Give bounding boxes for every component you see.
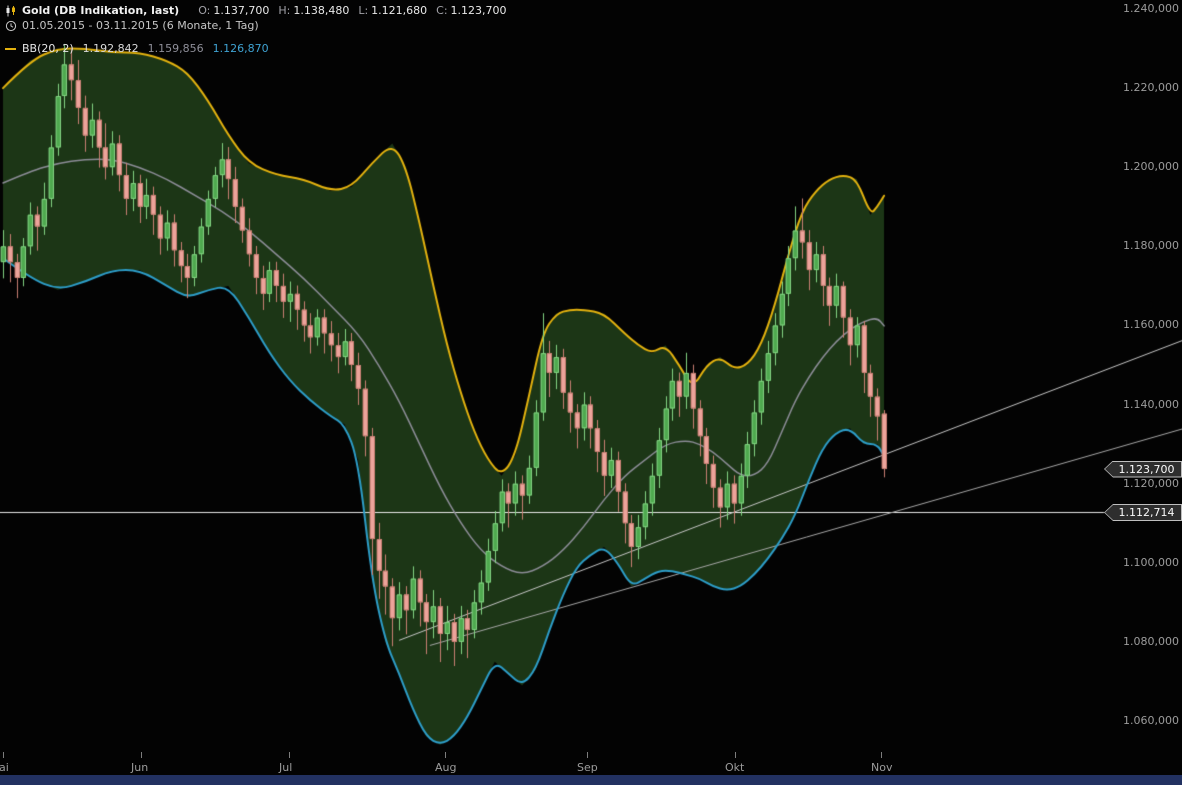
- date-range-row: 01.05.2015 - 03.11.2015 (6 Monate, 1 Tag…: [5, 18, 507, 33]
- candlestick-chart-icon: [5, 5, 19, 17]
- last-price-tag: 1.123,700: [1104, 460, 1182, 478]
- low-value: 1.121,680: [371, 4, 428, 17]
- ohlc-values: O: 1.137,700 H: 1.138,480 L: 1.121,680 C: 1.…: [189, 4, 506, 17]
- y-axis-label: 1.080,000: [1123, 634, 1179, 648]
- y-axis-label: 1.160,000: [1123, 318, 1179, 332]
- bb-color-swatch: [5, 47, 16, 50]
- open-label: O:: [198, 4, 211, 17]
- level-tag-label: 1.112,714: [1105, 504, 1181, 520]
- y-axis-label: 1.120,000: [1123, 476, 1179, 490]
- instrument-title: Gold (DB Indikation, last): [22, 4, 180, 17]
- y-axis-label: 1.180,000: [1123, 239, 1179, 253]
- high-label: H:: [278, 4, 291, 17]
- date-range: 01.05.2015 - 03.11.2015 (6 Monate, 1 Tag…: [22, 19, 259, 32]
- bb-lower-value: 1.126,870: [212, 42, 269, 55]
- bb-indicator-label: BB(20, 2): [22, 42, 74, 55]
- low-label: L:: [358, 4, 369, 17]
- instrument-row: Gold (DB Indikation, last) O: 1.137,700 H…: [5, 3, 507, 18]
- y-axis[interactable]: 1.240,000 1.220,000 1.200,000 1.180,000 1.16…: [1100, 0, 1182, 785]
- y-axis-label: 1.220,000: [1123, 81, 1179, 95]
- open-value: 1.137,700: [213, 4, 270, 17]
- level-tag[interactable]: 1.112,714: [1104, 503, 1182, 521]
- clock-icon: [5, 20, 19, 32]
- time-scrollbar[interactable]: [0, 775, 1182, 785]
- y-axis-label: 1.200,000: [1123, 160, 1179, 174]
- indicator-row[interactable]: BB(20, 2) 1.192,842 1.159,856 1.126,870: [5, 41, 507, 56]
- last-price-tag-label: 1.123,700: [1105, 461, 1181, 477]
- y-axis-label: 1.140,000: [1123, 397, 1179, 411]
- bb-middle-value: 1.159,856: [147, 42, 204, 55]
- close-label: C:: [436, 4, 448, 17]
- close-value: 1.123,700: [450, 4, 507, 17]
- chart-legend: Gold (DB Indikation, last) O: 1.137,700 H…: [5, 3, 507, 56]
- high-value: 1.138,480: [293, 4, 350, 17]
- y-axis-label: 1.100,000: [1123, 555, 1179, 569]
- y-axis-label: 1.060,000: [1123, 714, 1179, 727]
- y-axis-label: 1.240,000: [1123, 2, 1179, 15]
- bb-upper-value: 1.192,842: [82, 42, 139, 55]
